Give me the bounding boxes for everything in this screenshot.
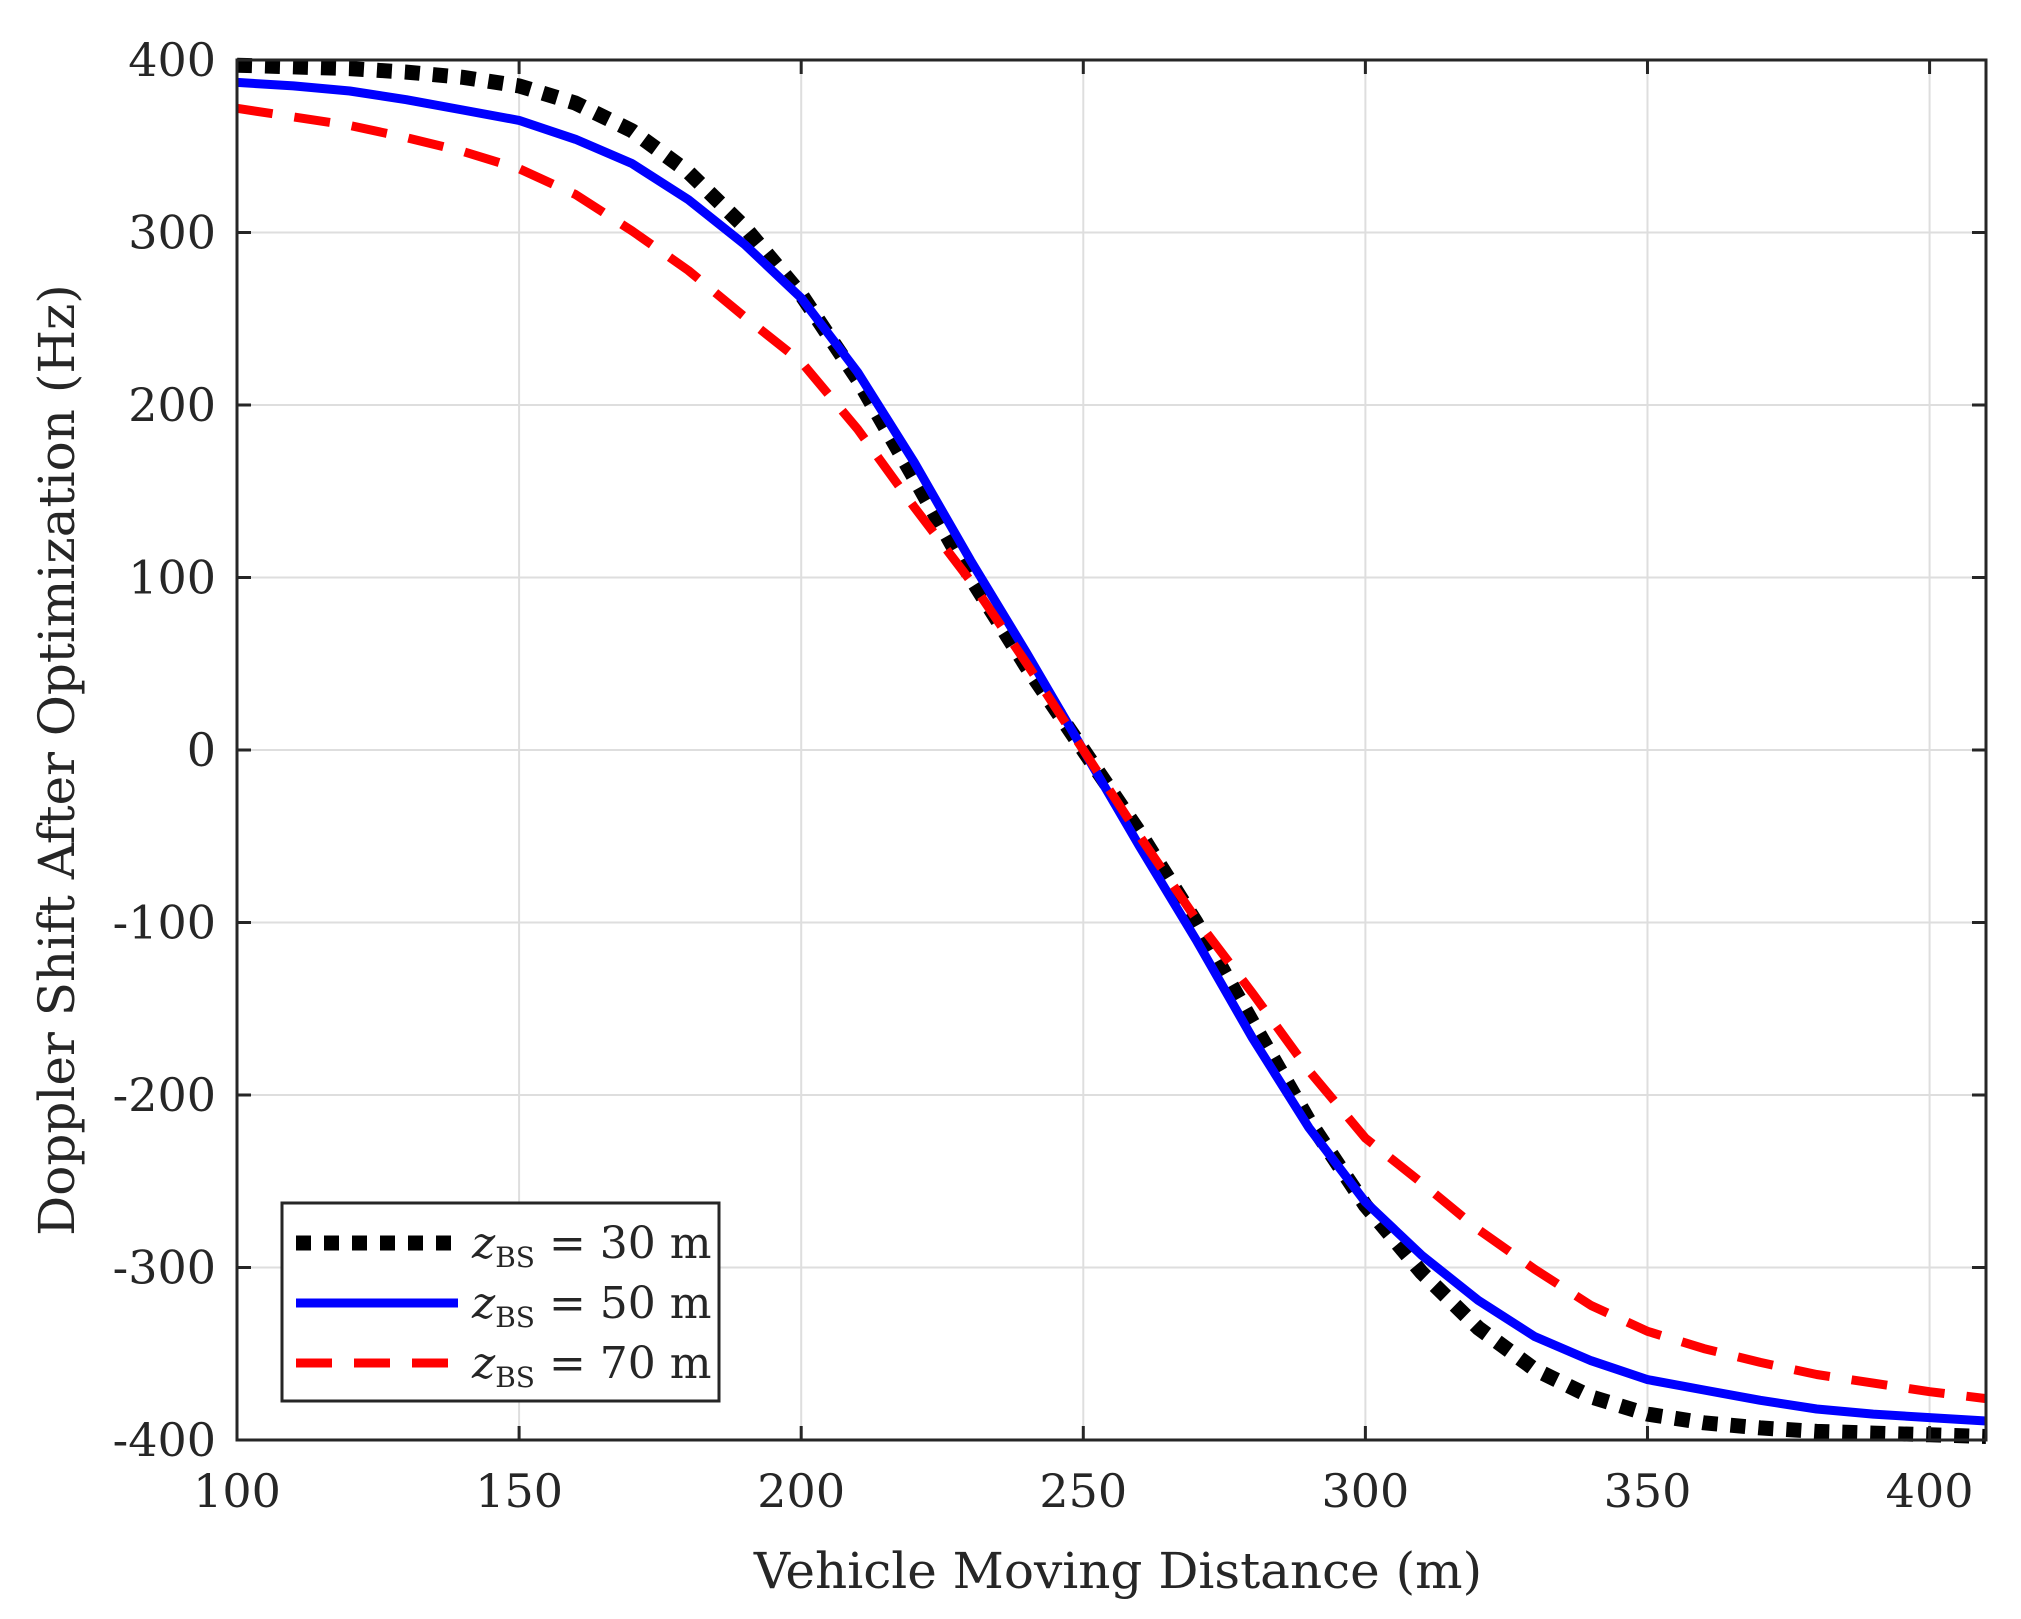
legend-entry-2: zBS = 50 m <box>471 1278 712 1334</box>
x-tick-label: 100 <box>193 1464 281 1518</box>
y-tick-label: 100 <box>128 551 216 605</box>
legend-variable: z <box>471 1338 496 1389</box>
x-tick-label: 400 <box>1886 1464 1974 1518</box>
tick-labels: 100 150 200 250 300 350 400 -400 -300 -200 -100 0 10… <box>113 33 1974 1518</box>
series-line-1 <box>236 57 1987 1444</box>
y-tick-label: 400 <box>128 33 216 87</box>
y-axis-label: Doppler Shift After Optimization (Hz) <box>28 284 86 1236</box>
x-tick-label: 300 <box>1321 1464 1409 1518</box>
series-group <box>236 57 1987 1444</box>
y-tick-label: 200 <box>128 378 216 432</box>
legend-value: = 30 m <box>535 1218 712 1269</box>
legend-value: = 70 m <box>535 1338 712 1389</box>
x-tick-label: 250 <box>1039 1464 1127 1518</box>
axes <box>235 58 1988 1442</box>
series-line-3 <box>236 103 1987 1404</box>
y-tick-label: 300 <box>128 206 216 260</box>
x-tick-label: 150 <box>475 1464 563 1518</box>
y-tick-label: -100 <box>113 896 216 950</box>
x-tick-label: 350 <box>1604 1464 1692 1518</box>
legend-entry-3: zBS = 70 m <box>471 1338 712 1394</box>
legend-subscript: BS <box>495 1301 535 1334</box>
y-tick-label: 0 <box>187 723 216 777</box>
legend-entry-1: zBS = 30 m <box>471 1218 712 1274</box>
legend-subscript: BS <box>495 1241 535 1274</box>
y-tick-label: -400 <box>113 1413 216 1467</box>
legend-value: = 50 m <box>535 1278 712 1329</box>
x-axis-label: Vehicle Moving Distance (m) <box>753 1542 1482 1600</box>
legend-variable: z <box>471 1218 496 1269</box>
legend-variable: z <box>471 1278 496 1329</box>
y-tick-label: -200 <box>113 1068 216 1122</box>
legend-subscript: BS <box>495 1361 535 1394</box>
y-tick-label: -300 <box>113 1241 216 1295</box>
x-tick-label: 200 <box>757 1464 845 1518</box>
